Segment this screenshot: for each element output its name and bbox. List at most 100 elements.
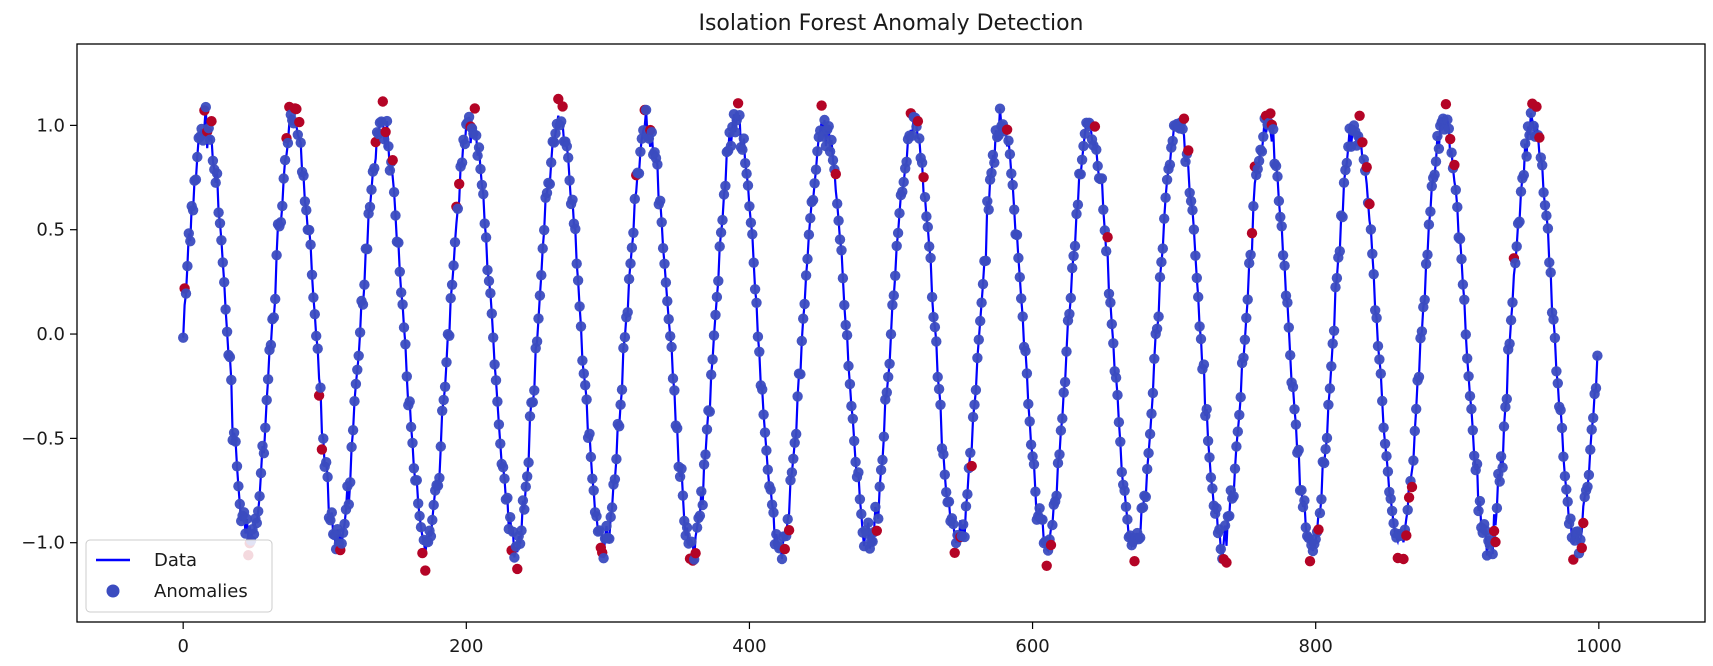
data-point (588, 485, 599, 496)
data-point (393, 237, 404, 248)
data-point (1105, 297, 1116, 308)
x-tick-label: 600 (1015, 636, 1049, 657)
data-point (584, 428, 595, 439)
data-point (248, 529, 260, 540)
data-point (408, 463, 420, 474)
data-point (485, 288, 496, 299)
data-point (717, 214, 728, 226)
data-point (888, 290, 899, 301)
data-point (1064, 308, 1075, 320)
data-point (1091, 144, 1102, 155)
data-point (1253, 155, 1265, 167)
x-tick-label: 400 (732, 636, 766, 657)
data-point (1137, 502, 1149, 513)
data-point (1177, 123, 1188, 135)
data-point (987, 149, 999, 161)
data-point (1283, 322, 1295, 333)
data-point (1388, 518, 1399, 529)
data-point (1367, 248, 1378, 259)
data-point (533, 313, 544, 324)
data-point (628, 227, 639, 238)
y-tick-label: 0.5 (36, 220, 65, 241)
data-point (986, 167, 997, 179)
data-point (1542, 223, 1554, 234)
data-point (1320, 444, 1331, 455)
anomaly-point (1183, 145, 1194, 156)
data-point (1497, 462, 1508, 473)
data-point (660, 277, 672, 288)
data-point (686, 536, 697, 547)
anomaly-point (1001, 124, 1013, 135)
data-point (646, 127, 657, 138)
data-point (633, 168, 645, 179)
data-point (749, 284, 761, 295)
data-point (973, 334, 984, 345)
data-point (606, 502, 618, 513)
data-point (875, 464, 887, 476)
anomaly-point (454, 178, 465, 190)
anomaly-point (1265, 108, 1276, 119)
data-point (1528, 120, 1539, 132)
data-point (1316, 494, 1327, 505)
data-point (1408, 455, 1419, 466)
data-point (1167, 135, 1178, 147)
legend-box (85, 539, 273, 613)
data-point (437, 405, 448, 416)
data-point (611, 453, 622, 465)
data-point (1273, 195, 1285, 207)
data-point (922, 221, 933, 233)
data-point (1590, 382, 1602, 394)
data-point (844, 378, 856, 390)
data-point (527, 397, 538, 408)
data-point (1016, 293, 1027, 304)
data-point (782, 514, 793, 525)
data-point (1185, 195, 1197, 207)
data-point (754, 346, 765, 357)
data-point (789, 437, 800, 448)
data-point (522, 471, 533, 482)
anomaly-point (1440, 99, 1452, 110)
data-point (277, 200, 288, 212)
anomaly-point (912, 116, 924, 127)
data-point (1463, 371, 1474, 382)
data-point (1075, 169, 1086, 180)
data-point (1454, 233, 1466, 245)
data-point (308, 292, 319, 303)
data-point (187, 205, 199, 216)
data-point (251, 517, 262, 529)
data-point (463, 111, 475, 123)
data-point (255, 467, 267, 479)
data-point (737, 144, 748, 155)
data-point (734, 110, 745, 121)
data-point (863, 517, 874, 528)
x-tick-label: 1000 (1576, 636, 1622, 657)
data-point (713, 275, 724, 287)
data-point (1252, 163, 1263, 175)
data-point (1219, 520, 1231, 531)
data-point (965, 447, 976, 458)
data-point (1300, 522, 1312, 533)
data-point (1462, 353, 1473, 364)
plot-area (178, 93, 1603, 576)
data-point (898, 176, 909, 188)
data-point (444, 330, 455, 341)
plot-clip-group (178, 93, 1603, 576)
data-point (741, 168, 752, 179)
anomaly-point (512, 563, 523, 575)
data-point (587, 473, 598, 484)
data-point (325, 515, 336, 526)
data-point (976, 297, 987, 308)
data-point (1379, 438, 1391, 449)
data-point (1229, 463, 1241, 474)
data-point (1244, 258, 1255, 269)
data-point (759, 427, 771, 438)
data-point (1377, 395, 1388, 407)
data-point (757, 384, 768, 395)
data-point (311, 330, 322, 342)
data-point (697, 499, 708, 511)
data-point (841, 330, 853, 341)
data-point (1467, 425, 1479, 436)
data-point (441, 357, 452, 368)
anomaly-point (1488, 525, 1500, 537)
data-point (350, 378, 362, 390)
